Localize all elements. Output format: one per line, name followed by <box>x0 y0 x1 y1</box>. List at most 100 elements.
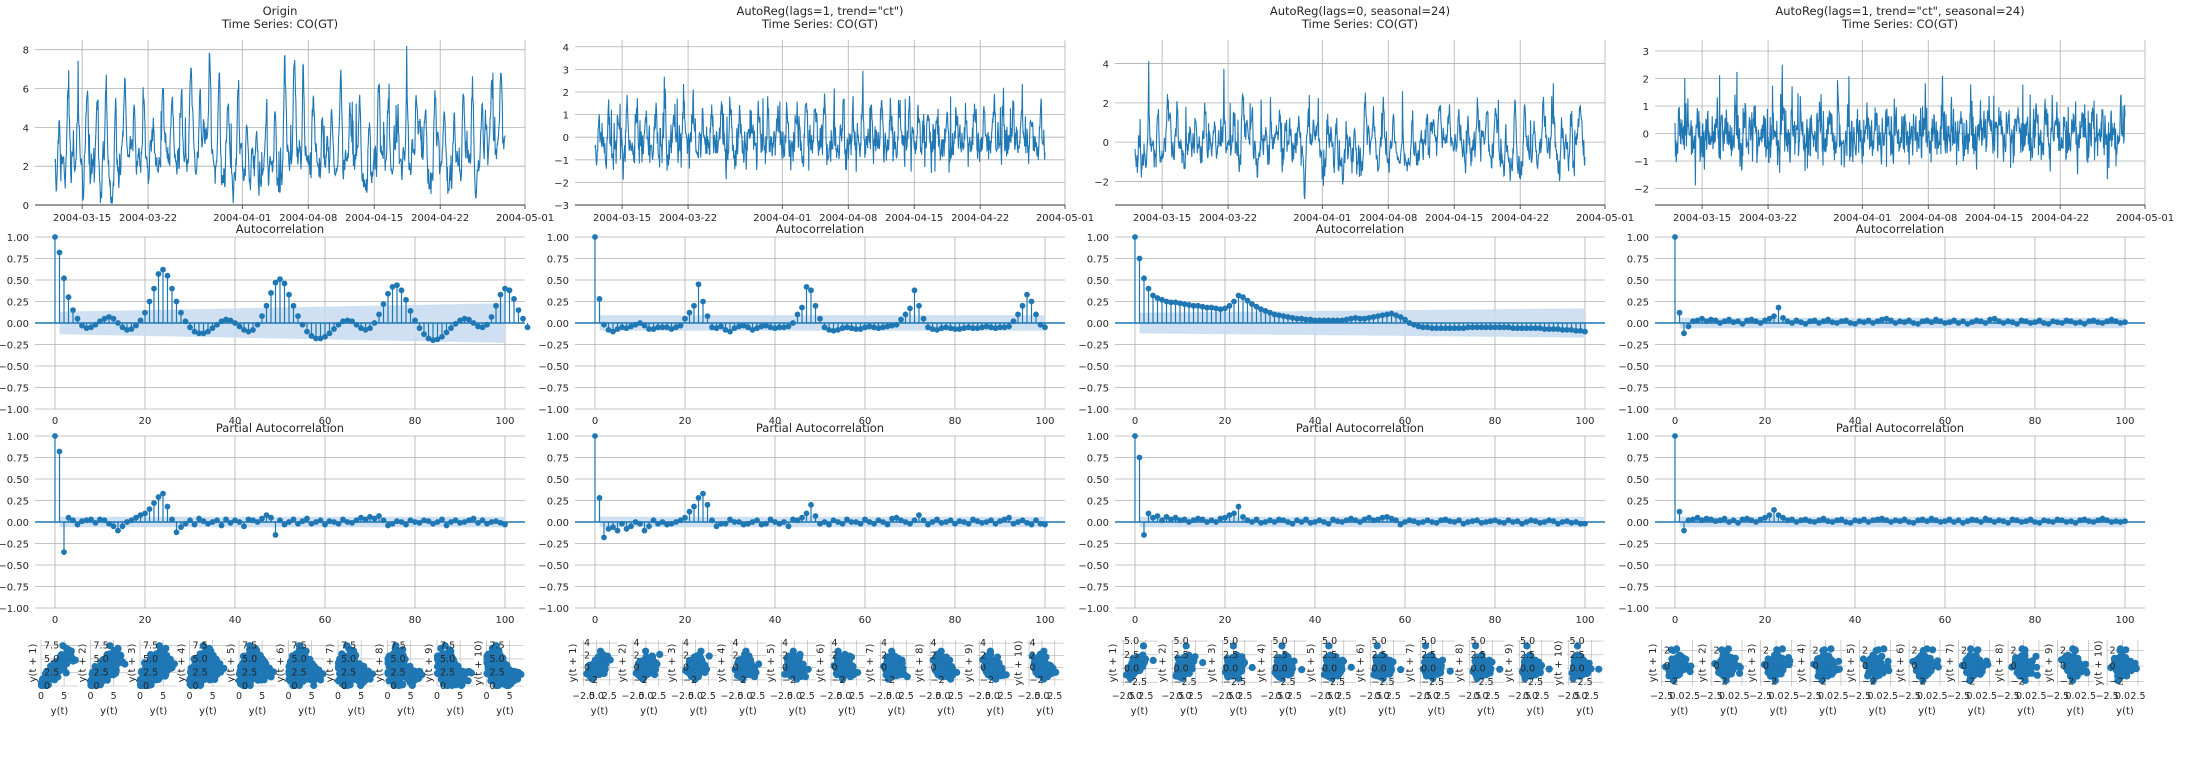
acf-marker <box>457 317 463 324</box>
acf-marker <box>916 302 922 309</box>
pacf-marker <box>335 520 342 527</box>
y-tick-label: 0.25 <box>7 497 29 508</box>
pacf-marker <box>205 520 211 527</box>
pacf-marker <box>223 516 229 523</box>
lag-point <box>639 666 647 674</box>
pacf-marker <box>709 517 715 524</box>
pacf-marker <box>92 519 99 526</box>
acf-marker <box>124 326 130 333</box>
x-axis-label: y(t) <box>496 706 514 717</box>
acf-marker <box>682 315 688 322</box>
y-axis-label: y(t + 9) <box>424 644 435 683</box>
lag-point <box>310 681 318 690</box>
pacf-marker <box>286 519 292 525</box>
pacf-marker <box>412 519 418 525</box>
x-tick-label: 5 <box>309 691 315 702</box>
pacf-marker <box>884 521 891 528</box>
column-title: Origin <box>263 4 298 18</box>
x-tick-label: 0 <box>335 691 341 702</box>
acf-marker <box>349 318 355 325</box>
lag-plot: 0 502.55.07.5y(t)y(t + 10) <box>474 640 525 717</box>
pacf-marker <box>290 516 297 523</box>
y-tick-label: 2.5 <box>341 667 356 678</box>
pacf-marker <box>911 517 918 524</box>
acf-marker <box>232 320 238 326</box>
pacf-marker <box>785 523 792 530</box>
acf-marker <box>169 285 175 292</box>
x-tick-label: 60 <box>319 615 332 626</box>
y-tick-label: −2 <box>683 675 697 686</box>
acf-marker <box>268 290 274 296</box>
pacf-marker <box>812 513 819 519</box>
acf-marker <box>304 328 310 335</box>
y-axis-label: y(t + 6) <box>816 644 827 683</box>
acf-marker <box>218 318 225 325</box>
pacf-marker <box>754 517 760 524</box>
pacf-marker <box>344 519 351 525</box>
y-tick-label: 0 <box>440 681 446 692</box>
pacf-marker <box>497 519 504 526</box>
pacf-marker <box>322 521 328 528</box>
lag-point <box>849 662 857 670</box>
y-tick-label: 0 <box>634 663 640 674</box>
acf-marker <box>407 308 414 314</box>
pacf-marker <box>218 522 225 529</box>
x-axis-label: y(t) <box>100 706 118 717</box>
acf-marker <box>133 322 139 329</box>
x-tick-label: 40 <box>769 615 782 626</box>
y-tick-label: 0.00 <box>547 319 569 330</box>
acf-marker <box>817 315 823 322</box>
x-tick-label: 5 <box>160 691 166 702</box>
pacf-marker <box>763 520 769 527</box>
x-tick-label: 80 <box>409 416 422 427</box>
acf-marker <box>799 304 805 311</box>
lag-point <box>788 666 796 674</box>
y-tick-label: 0.50 <box>7 475 29 486</box>
y-tick-label: 2 <box>683 650 689 661</box>
lag-point <box>693 666 701 674</box>
series-line <box>54 45 506 204</box>
pacf-marker <box>259 515 265 522</box>
y-tick-label: 5.0 <box>391 654 406 665</box>
y-tick-label: 0.50 <box>7 276 29 287</box>
lag-point <box>656 650 664 659</box>
y-tick-label: −3 <box>554 201 569 212</box>
y-tick-label: 2 <box>733 650 739 661</box>
x-tick-label: 0 <box>483 691 489 702</box>
x-tick-label: 0 <box>384 691 390 702</box>
pacf-marker <box>115 527 121 534</box>
x-axis-label: y(t) <box>838 706 856 717</box>
acf-marker <box>520 315 526 322</box>
column-title: AutoReg(lags=1, trend="ct") <box>736 4 903 18</box>
x-tick-label: 20 <box>679 615 692 626</box>
pacf-marker <box>488 519 495 525</box>
y-tick-label: −2 <box>782 675 796 686</box>
pacf-marker <box>398 519 405 525</box>
x-tick-label: 2004-04-22 <box>411 213 469 224</box>
acf-marker <box>335 321 342 328</box>
lag-point <box>744 666 752 674</box>
pacf-marker <box>353 517 360 524</box>
acf-marker <box>317 335 324 342</box>
pacf-marker <box>74 521 81 528</box>
y-tick-label: 0 <box>94 681 100 692</box>
x-tick-label: 2.5 <box>800 691 815 702</box>
pacf-marker <box>61 549 67 555</box>
pacf-marker <box>916 512 922 519</box>
acf-marker <box>488 314 495 320</box>
acf-marker <box>182 318 189 325</box>
y-axis-label: y(t + 1) <box>28 644 39 683</box>
acf-marker <box>502 285 508 292</box>
y-tick-label: −0.50 <box>538 362 569 373</box>
y-axis-label: y(t + 5) <box>766 644 777 683</box>
x-tick-label: 5 <box>210 691 216 702</box>
y-tick-label: 0.50 <box>547 475 569 486</box>
pacf-marker <box>358 514 364 521</box>
acf-marker <box>326 330 333 337</box>
pacf-marker <box>169 516 175 523</box>
pacf-marker <box>209 519 216 525</box>
y-tick-label: 4 <box>782 638 788 649</box>
acf-marker <box>299 321 306 328</box>
lag-point <box>593 666 601 674</box>
x-tick-label: 2004-03-22 <box>119 213 177 224</box>
